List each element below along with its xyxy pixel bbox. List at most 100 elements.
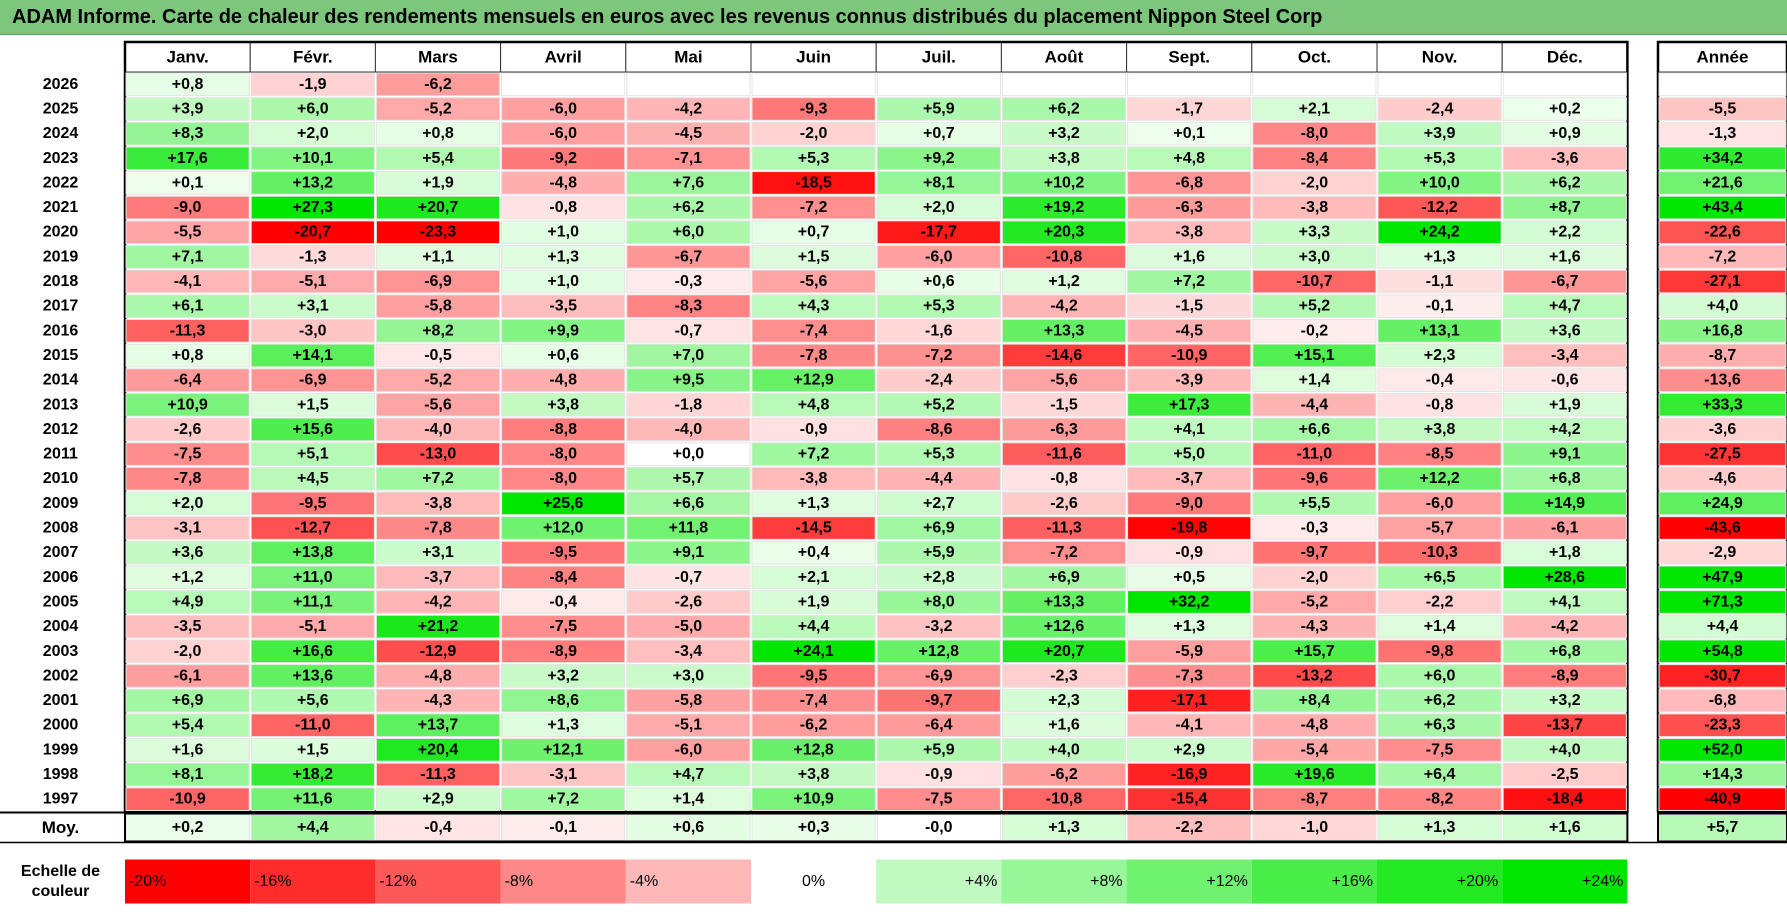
cell-value: -3,8: [800, 470, 828, 487]
heatmap-cell: [250, 417, 375, 442]
annual-value: +52,0: [1702, 741, 1743, 758]
heatmap-cell: [1377, 516, 1502, 540]
heatmap-cell: [1252, 294, 1377, 319]
cell-value: +17,3: [1169, 396, 1210, 413]
heatmap-cell: [876, 269, 1001, 294]
cell-value: +6,2: [1048, 100, 1080, 117]
heatmap-cell: [250, 491, 375, 516]
scale-label: -8%: [505, 873, 533, 890]
heatmap-cell: [1502, 787, 1627, 811]
month-header-label: Mai: [674, 48, 702, 67]
cell-value: +8,1: [923, 174, 955, 191]
cell-value: -7,4: [800, 322, 828, 339]
cell-value: -8,4: [1301, 150, 1329, 167]
cell-value: +6,6: [1299, 421, 1331, 438]
cell-value: -18,5: [795, 174, 832, 191]
year-label: 2002: [43, 667, 79, 684]
heatmap-cell: [375, 220, 501, 245]
year-label: 2020: [43, 224, 79, 241]
cell-value: -5,7: [1426, 520, 1454, 537]
heatmap-cell: [250, 171, 375, 195]
cell-value: +5,3: [798, 150, 830, 167]
heatmap-cell: [1127, 639, 1252, 664]
heatmap-cell: [375, 762, 501, 787]
heatmap-cell: [250, 466, 375, 491]
cell-value: +1,2: [1048, 273, 1080, 290]
cell-value: +15,7: [1294, 643, 1335, 660]
cell-value: +5,4: [422, 150, 454, 167]
average-value: +0,2: [172, 819, 204, 836]
heatmap-cell: [1001, 269, 1127, 294]
cell-value: -15,4: [1171, 791, 1208, 808]
heatmap-cell: [1377, 491, 1502, 516]
heatmap-cell: [1502, 392, 1627, 417]
cell-value: +1,4: [1424, 618, 1456, 635]
heatmap-cell: [1252, 392, 1377, 417]
cell-value: -13,2: [1296, 667, 1333, 684]
cell-value: -6,9: [299, 372, 327, 389]
heatmap-cell: [125, 195, 250, 220]
cell-value: -0,8: [1426, 396, 1454, 413]
heatmap-cell: [250, 614, 375, 639]
heatmap-cell: [1001, 540, 1127, 565]
heatmap-cell: [876, 565, 1001, 590]
heatmap-cell: [501, 590, 626, 614]
cell-value: +3,6: [1549, 322, 1581, 339]
heatmap-cell: [501, 392, 626, 417]
cell-value: -2,0: [1301, 174, 1329, 191]
cell-value: -9,0: [1175, 495, 1203, 512]
cell-value: -5,8: [424, 298, 452, 315]
heatmap-cell: [1127, 442, 1252, 466]
scale-label: 0%: [802, 873, 825, 890]
cell-value: -7,8: [424, 520, 452, 537]
cell-value: -6,1: [174, 667, 202, 684]
heatmap-cell: [1252, 639, 1377, 664]
cell-value: +1,3: [547, 717, 579, 734]
heatmap-cell: [751, 392, 876, 417]
scale-label-line1: Echelle de: [21, 863, 100, 880]
cell-value: +0,4: [798, 544, 830, 561]
heatmap-cell: [626, 220, 751, 245]
heatmap-cell: [751, 121, 876, 146]
annual-value: -2,9: [1709, 544, 1737, 561]
cell-value: +11,1: [293, 593, 333, 610]
annual-value: -23,3: [1704, 717, 1741, 734]
heatmap-cell: [501, 565, 626, 590]
heatmap-cell: [1252, 319, 1377, 343]
cell-value: -3,7: [1175, 470, 1203, 487]
cell-value: +1,9: [1549, 396, 1581, 413]
cell-value: -4,5: [1175, 322, 1203, 339]
cell-value: -6,3: [1175, 199, 1203, 216]
scale-swatch: [1126, 859, 1252, 904]
cell-value: +8,0: [923, 593, 955, 610]
heatmap-cell: [1377, 590, 1502, 614]
cell-value: +11,6: [293, 791, 333, 808]
average-annual-border: [1657, 812, 1787, 843]
year-label: 2022: [43, 174, 79, 191]
cell-value: +1,5: [297, 396, 329, 413]
cell-value: -0,4: [549, 593, 577, 610]
cell-value: +8,1: [172, 766, 204, 783]
cell-value: +1,3: [547, 248, 579, 265]
annual-cell: [1658, 245, 1787, 269]
cell-value: +5,1: [297, 446, 329, 463]
cell-value: +1,0: [547, 273, 579, 290]
heatmap-cell: [250, 97, 375, 121]
heatmap-cell: [1127, 245, 1252, 269]
cell-value: -11,0: [295, 717, 331, 734]
heatmap-cell: [1001, 516, 1127, 540]
cell-value: -3,8: [1301, 199, 1329, 216]
cell-value: -7,8: [800, 347, 828, 364]
average-value: -0,1: [549, 819, 577, 836]
heatmap-cell: [1252, 614, 1377, 639]
cell-value: +11,8: [669, 520, 709, 537]
cell-value: -9,6: [1301, 470, 1329, 487]
cell-value: -7,5: [174, 446, 202, 463]
cell-value: +10,9: [793, 791, 834, 808]
heatmap-cell: [1001, 738, 1127, 762]
cell-value: +16,6: [293, 643, 334, 660]
cell-value: +15,6: [293, 421, 334, 438]
annual-value: +33,3: [1702, 396, 1743, 413]
heatmap-cell: [501, 319, 626, 343]
cell-value: -9,2: [549, 150, 577, 167]
